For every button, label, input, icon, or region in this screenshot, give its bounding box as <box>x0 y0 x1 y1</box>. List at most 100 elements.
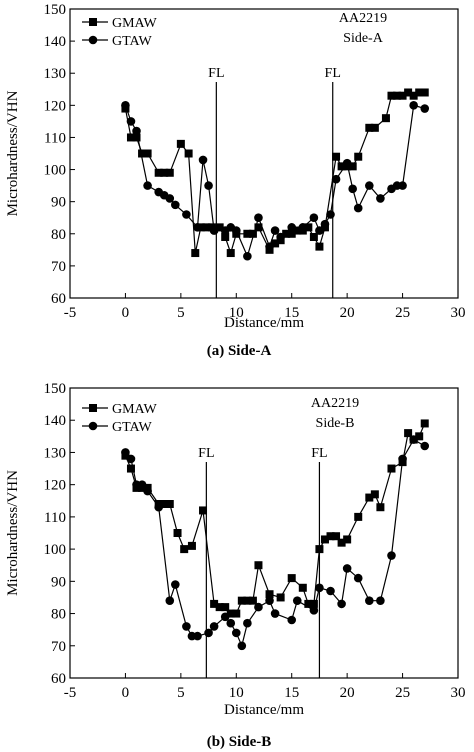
data-point-circle <box>387 551 396 560</box>
data-point-square <box>309 232 318 241</box>
data-point-square <box>243 596 252 605</box>
data-point-circle <box>315 226 324 235</box>
data-point-circle <box>126 117 136 126</box>
y-tick-label: 140 <box>44 34 67 50</box>
data-point-circle <box>292 596 302 605</box>
data-point-square <box>226 609 235 618</box>
data-point-square <box>165 168 174 177</box>
data-point-circle <box>209 622 219 631</box>
data-point-square <box>215 603 224 612</box>
data-point-square <box>404 88 413 97</box>
data-point-square <box>298 583 307 592</box>
y-tick-label: 150 <box>44 2 67 18</box>
data-point-circle <box>198 155 208 165</box>
data-point-circle <box>243 251 252 261</box>
legend-label: GMAW <box>112 16 158 31</box>
series-gmaw <box>121 419 429 618</box>
data-point-circle <box>226 618 236 628</box>
y-tick-label: 110 <box>44 130 66 146</box>
plot-frame <box>69 387 459 679</box>
data-point-square <box>320 535 329 544</box>
y-tick-label: 140 <box>44 413 67 429</box>
data-point-square <box>365 493 374 502</box>
data-point-circle <box>309 213 319 223</box>
data-point-circle <box>342 564 352 573</box>
x-tick-label: 25 <box>395 685 410 701</box>
y-axis-label: Microhardness/VHN <box>5 470 21 596</box>
data-point-square <box>337 538 346 547</box>
data-point-circle <box>270 226 280 235</box>
data-point-square <box>154 168 163 177</box>
data-point-circle <box>193 223 202 232</box>
data-point-square <box>409 91 418 100</box>
data-point-circle <box>171 200 180 210</box>
data-point-square <box>184 149 193 158</box>
data-point-square <box>180 545 189 554</box>
data-point-circle <box>320 219 330 229</box>
y-tick-label: 120 <box>44 478 67 494</box>
data-point-square <box>126 133 135 142</box>
data-point-square <box>126 464 135 473</box>
data-point-circle <box>204 628 213 638</box>
data-point-circle <box>326 586 335 596</box>
chart-panel-a: 60 70 80 90 100 110 120 130 140 150 -5 0 5 10 15 20 25 30… <box>5 2 466 359</box>
data-point-square <box>248 229 257 238</box>
data-point-square <box>132 133 141 142</box>
data-point-circle <box>143 181 152 190</box>
data-point-circle <box>365 181 374 190</box>
data-point-square <box>160 500 169 508</box>
data-point-circle <box>376 596 385 605</box>
y-tick-label: 130 <box>44 445 67 461</box>
y-tick-label: 120 <box>44 98 67 114</box>
x-tick-label: 5 <box>177 305 185 321</box>
data-point-square <box>387 464 396 473</box>
data-point-circle <box>420 104 430 113</box>
data-point-square <box>160 168 169 177</box>
data-point-circle <box>132 126 141 136</box>
data-point-square <box>143 149 152 158</box>
data-point-circle <box>204 181 213 190</box>
x-tick-label: -5 <box>64 305 77 321</box>
data-point-circle <box>243 618 252 628</box>
data-point-square <box>271 239 280 248</box>
data-point-circle <box>193 631 202 641</box>
data-point-square <box>287 229 296 238</box>
data-point-square <box>226 249 235 258</box>
data-point-square <box>210 599 219 608</box>
data-point-square <box>365 123 374 132</box>
x-tick-label: 30 <box>451 685 466 701</box>
y-tick-label: 130 <box>44 66 67 82</box>
y-tick-label: 80 <box>51 227 66 243</box>
data-point-circle <box>398 181 407 190</box>
x-tick-label: 15 <box>284 305 299 321</box>
data-point-circle <box>121 101 130 110</box>
data-point-circle <box>276 232 285 242</box>
data-point-square <box>343 535 352 544</box>
data-point-square <box>202 223 211 232</box>
data-point-circle <box>143 486 152 496</box>
data-point-circle <box>315 583 324 593</box>
y-tick-label: 80 <box>51 607 66 623</box>
x-tick-label: 30 <box>451 305 466 321</box>
legend-marker-square <box>89 18 97 26</box>
data-point-square <box>237 596 246 605</box>
y-tick-label: 100 <box>44 163 67 179</box>
annotation-text: AA2219 <box>311 396 359 411</box>
data-point-circle <box>265 242 274 251</box>
x-tick-label: 10 <box>229 685 244 701</box>
data-point-circle <box>298 223 308 232</box>
legend-label: GTAW <box>112 420 153 435</box>
data-point-square <box>276 593 285 602</box>
x-tick-label: -5 <box>64 685 77 701</box>
series-gtaw <box>121 435 430 651</box>
data-point-square <box>381 114 390 123</box>
figure-caption: (b) Side-B <box>207 734 272 750</box>
data-point-square <box>370 123 379 132</box>
data-point-circle <box>237 641 247 651</box>
data-point-circle <box>365 596 374 605</box>
legend: GMAW GTAW <box>82 16 158 49</box>
y-axis-label: Microhardness/VHN <box>5 90 21 216</box>
data-point-square <box>215 223 224 232</box>
fusion-line-label: FL <box>198 446 214 461</box>
data-point-circle <box>287 615 297 625</box>
